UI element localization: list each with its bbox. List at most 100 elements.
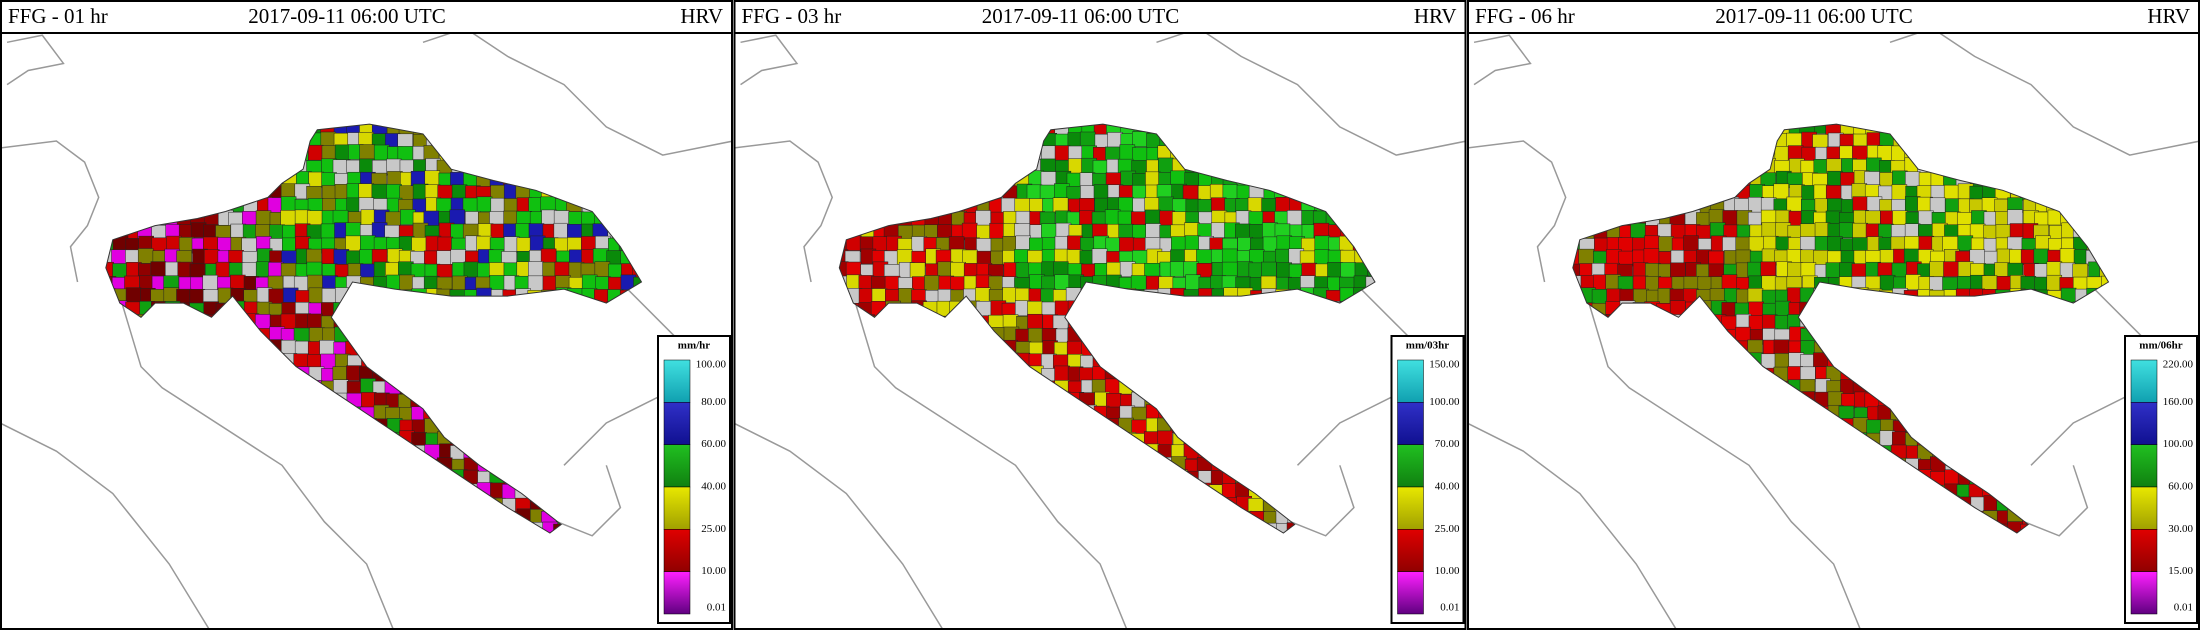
- border-line: [2, 140, 100, 283]
- basin: [1709, 222, 1726, 238]
- basin: [540, 196, 556, 213]
- basin: [1132, 131, 1148, 147]
- basin: [449, 209, 466, 226]
- basin: [553, 222, 570, 239]
- basin: [308, 287, 325, 304]
- basin: [1117, 210, 1134, 227]
- basin: [1015, 235, 1031, 252]
- basin: [2007, 209, 2023, 225]
- basin: [1825, 262, 1842, 278]
- basin: [1827, 236, 1843, 252]
- basin: [137, 248, 154, 264]
- basin: [307, 313, 323, 330]
- legend-label: 25.00: [1435, 523, 1460, 535]
- basin: [1800, 262, 1817, 278]
- basin: [385, 211, 401, 228]
- basin: [1852, 196, 1869, 212]
- basin: [321, 288, 338, 304]
- basin: [1261, 261, 1277, 278]
- basin: [1079, 131, 1096, 148]
- basin: [1221, 261, 1238, 278]
- legend-label: 100.00: [696, 359, 727, 371]
- basin: [424, 170, 441, 186]
- basin: [1169, 261, 1186, 277]
- basin: [334, 144, 351, 161]
- legend-label: 70.00: [1435, 438, 1460, 450]
- basin: [1211, 222, 1227, 238]
- basin: [1827, 170, 1843, 187]
- basin: [2046, 274, 2063, 291]
- basin: [1630, 222, 1646, 239]
- basin: [1748, 315, 1765, 331]
- basin: [241, 237, 257, 254]
- basin: [1905, 274, 1921, 290]
- basin: [436, 250, 453, 266]
- legend-swatch: [1397, 529, 1424, 572]
- basin: [268, 288, 284, 305]
- border-line: [1156, 34, 1465, 156]
- legend: mm/03hr 150.00 100.00 70.00 40.00 25.00 10.00 0…: [1390, 335, 1465, 624]
- basin: [1918, 235, 1935, 252]
- legend-label: 25.00: [701, 523, 726, 535]
- basin: [1591, 289, 1608, 305]
- legend-swatch: [1397, 402, 1424, 445]
- basin: [1670, 262, 1686, 279]
- basin: [1761, 275, 1778, 292]
- border-line: [735, 140, 834, 283]
- border-line: [2, 423, 210, 628]
- basin: [462, 197, 479, 214]
- basin: [1891, 184, 1908, 200]
- basin: [1825, 185, 1842, 201]
- basin: [1001, 197, 1017, 214]
- basin: [961, 222, 978, 239]
- basin: [450, 249, 467, 265]
- datetime: 2017-09-11 06:00 UTC: [1715, 4, 1913, 28]
- basin: [1761, 289, 1778, 306]
- legend-unit: mm/03hr: [1406, 340, 1450, 352]
- basin: [1054, 365, 1070, 382]
- basin: [360, 263, 376, 280]
- basin: [1945, 198, 1961, 214]
- basin: [489, 275, 506, 291]
- basin: [358, 183, 375, 199]
- basin: [1943, 184, 1960, 201]
- border-line: [1469, 423, 1677, 628]
- basin: [463, 261, 480, 278]
- basin: [988, 275, 1005, 292]
- basin: [1957, 235, 1974, 251]
- basin: [1105, 237, 1122, 254]
- legend-label: 100.00: [2163, 438, 2194, 450]
- border-line: [422, 34, 731, 156]
- basin: [1643, 248, 1660, 264]
- legend-label: 220.00: [2163, 359, 2194, 371]
- basin: [1040, 171, 1057, 187]
- legend-swatch: [2130, 571, 2158, 615]
- basin: [280, 196, 297, 212]
- border-line: [2023, 465, 2089, 537]
- basin: [1119, 237, 1135, 253]
- basin: [1578, 248, 1594, 265]
- basin: [975, 287, 991, 303]
- basin: [320, 223, 337, 240]
- legend-label: 10.00: [1435, 565, 1460, 577]
- basin: [386, 183, 402, 200]
- basin: [1118, 197, 1134, 213]
- basin: [1683, 235, 1699, 251]
- basin: [1918, 210, 1934, 227]
- basin: [1879, 274, 1896, 291]
- border-line: [119, 295, 394, 628]
- legend-swatch: [2130, 486, 2158, 530]
- basin: [1028, 327, 1044, 344]
- legend-label: 15.00: [2168, 565, 2193, 577]
- country-outline: [105, 123, 643, 534]
- basin: [1696, 224, 1712, 241]
- basin: [594, 261, 611, 277]
- product-title: FFG - 01 hr: [8, 4, 108, 28]
- border-line: [1290, 465, 1355, 537]
- country-outline: [838, 123, 1376, 534]
- basin: [1618, 250, 1635, 267]
- basin: [1905, 171, 1921, 187]
- basin: [1196, 249, 1212, 265]
- basin: [1774, 146, 1791, 162]
